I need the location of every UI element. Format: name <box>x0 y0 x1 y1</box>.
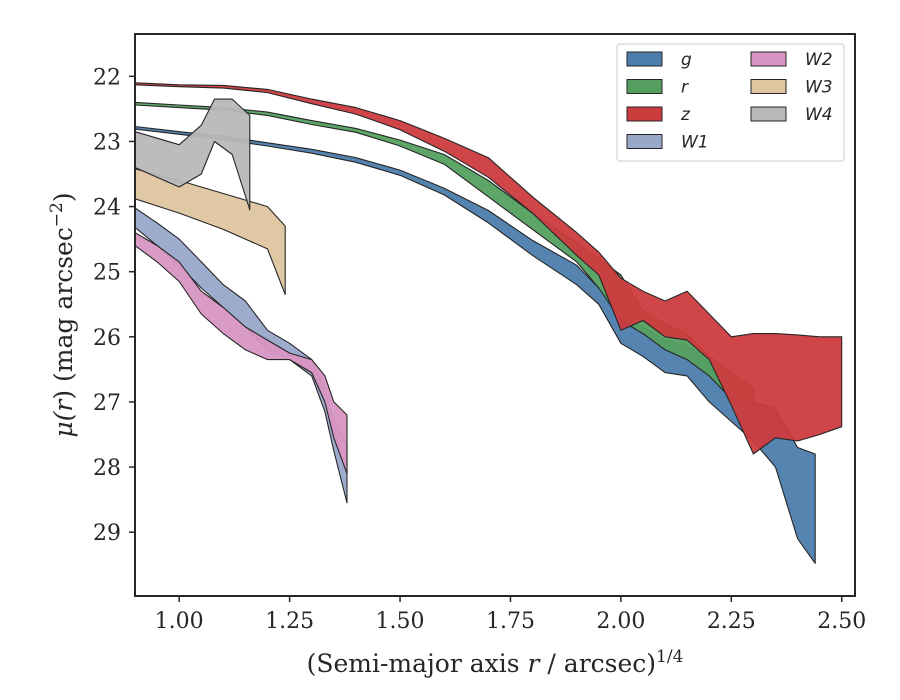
legend-swatch-w1 <box>626 134 663 149</box>
series-band-w4 <box>135 98 251 211</box>
y-axis: 22 23 24 25 26 27 28 29 <box>93 65 135 546</box>
y-axis-title-close: ) <box>49 192 78 202</box>
x-axis: 1.00 1.25 1.50 1.75 2.00 2.25 2.50 <box>155 596 866 634</box>
legend-label-g: g <box>681 50 692 70</box>
x-axis-title-suffix: / arcsec) <box>539 649 656 678</box>
legend-box <box>616 43 845 162</box>
legend-label-r: r <box>681 78 689 98</box>
legend-swatch-w2 <box>750 51 787 67</box>
y-axis-title-exponent: −2 <box>47 202 67 227</box>
y-axis-title-mu: μ( <box>49 410 78 437</box>
legend-swatch-g <box>626 51 663 67</box>
x-tick-label: 2.25 <box>707 609 756 634</box>
series-band-w2 <box>135 232 348 475</box>
y-axis-title: μ(r) (mag arcsec−2) <box>47 192 78 437</box>
x-tick-label: 1.50 <box>376 609 425 634</box>
y-tick-label: 23 <box>93 130 121 155</box>
legend-label-w1: W1 <box>681 133 709 153</box>
y-tick-label: 26 <box>93 326 121 351</box>
axes-frame <box>134 33 856 597</box>
y-tick-label: 28 <box>93 456 121 481</box>
y-axis-title-variable: r <box>49 398 78 412</box>
legend-swatch-z <box>626 106 663 122</box>
y-tick-label: 24 <box>93 196 121 221</box>
x-tick-label: 1.25 <box>265 609 314 634</box>
series-layer <box>135 82 843 564</box>
series-band-w3 <box>135 168 286 296</box>
y-tick-label: 25 <box>93 261 121 286</box>
legend-swatch-w4 <box>750 106 787 122</box>
legend-swatch-w3 <box>750 79 787 94</box>
series-band-z <box>135 82 843 455</box>
legend-entries: grz W1 W2 W3 W4 <box>626 50 833 153</box>
x-axis-title-variable: r <box>528 649 542 678</box>
x-axis-title-prefix: (Semi-major axis <box>307 649 528 678</box>
legend-label-z: z <box>680 105 691 125</box>
y-tick-label: 29 <box>93 521 121 546</box>
legend-swatch-r <box>626 79 663 94</box>
x-tick-label: 2.50 <box>817 609 866 634</box>
legend-label-w2: W2 <box>805 50 833 70</box>
x-tick-label: 1.75 <box>486 609 535 634</box>
x-axis-title: (Semi-major axis r / arcsec)1/4 <box>307 647 684 678</box>
x-tick-label: 1.00 <box>155 609 204 634</box>
legend: grz W1 W2 W3 W4 <box>616 43 845 162</box>
y-tick-label: 22 <box>93 65 121 90</box>
x-tick-label: 2.00 <box>596 609 645 634</box>
series-band-w1 <box>135 207 348 504</box>
x-axis-title-exponent: 1/4 <box>656 647 683 667</box>
legend-label-w4: W4 <box>805 105 833 125</box>
y-axis-title-units: ) (mag arcsec <box>49 227 78 400</box>
legend-label-w3: W3 <box>805 78 833 98</box>
y-tick-label: 27 <box>93 391 121 416</box>
